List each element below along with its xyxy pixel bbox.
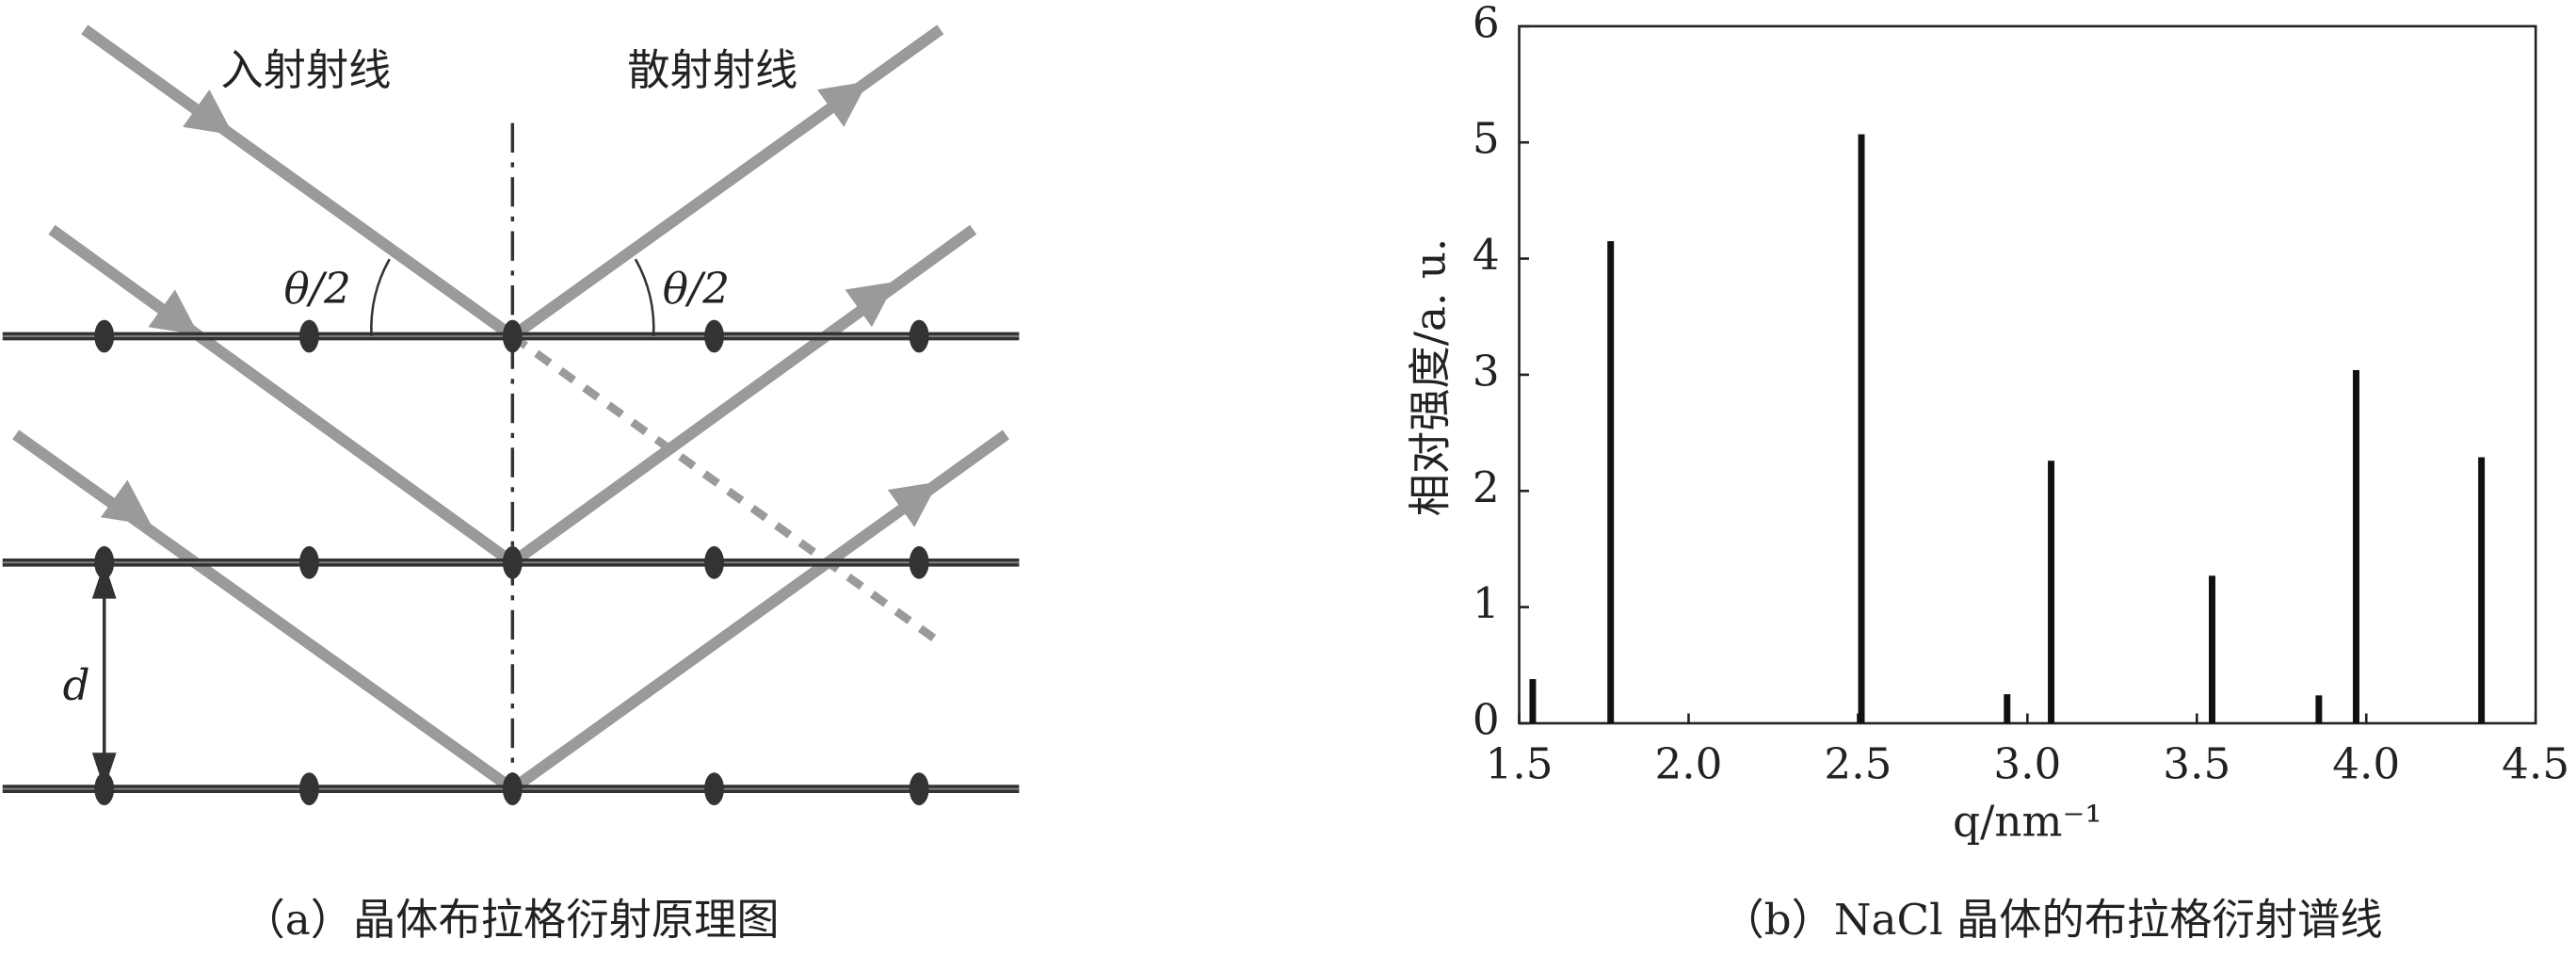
incident-label: 入射射线 — [220, 45, 391, 95]
atoms — [94, 319, 929, 806]
bar — [2004, 694, 2011, 723]
y-axis-label: 相对强度/a. u. — [1405, 238, 1455, 517]
angle-label: θ/2 — [283, 263, 350, 313]
x-tick-label: 4.0 — [2332, 738, 2400, 788]
rays — [12, 24, 1010, 794]
angle-label: θ/2 — [663, 263, 730, 313]
ray-arrows — [100, 81, 939, 527]
x-tick-label: 1.5 — [1486, 738, 1554, 788]
angle-arc — [634, 258, 655, 337]
plot-frame — [1518, 24, 2537, 725]
caption: （a）晶体布拉格衍射原理图 — [242, 895, 779, 945]
y-tick-label: 4 — [1473, 230, 1500, 280]
y-tick-label: 2 — [1473, 462, 1500, 512]
x-tick-label: 3.5 — [2163, 738, 2230, 788]
bar — [2478, 457, 2486, 723]
bar — [2048, 461, 2055, 723]
y-tick-label: 0 — [1473, 694, 1500, 744]
y-tick-label: 5 — [1473, 114, 1500, 164]
x-tick-label: 2.5 — [1824, 738, 1892, 788]
bar — [2352, 369, 2359, 723]
y-tick-label: 3 — [1473, 346, 1500, 396]
y-tick-label: 1 — [1473, 578, 1500, 628]
x-tick-label: 3.0 — [1993, 738, 2061, 788]
x-tick-label: 4.5 — [2502, 738, 2569, 788]
bar — [2209, 575, 2215, 723]
caption: （b）NaCl 晶体的布拉格衍射谱线 — [1721, 895, 2382, 945]
bragg-diagram — [2, 24, 1020, 806]
angle-arc — [370, 258, 391, 337]
bar — [1529, 679, 1537, 723]
scattered-label: 散射射线 — [627, 45, 797, 95]
bar — [1858, 134, 1865, 723]
y-tick-label: 6 — [1473, 0, 1500, 47]
spacing-label: d — [63, 660, 90, 710]
spacing-arrow — [91, 562, 117, 789]
bar — [1607, 241, 1615, 723]
bar — [2315, 695, 2323, 723]
x-tick-label: 2.0 — [1654, 738, 1722, 788]
x-axis-label: q/nm⁻¹ — [1953, 796, 2101, 846]
